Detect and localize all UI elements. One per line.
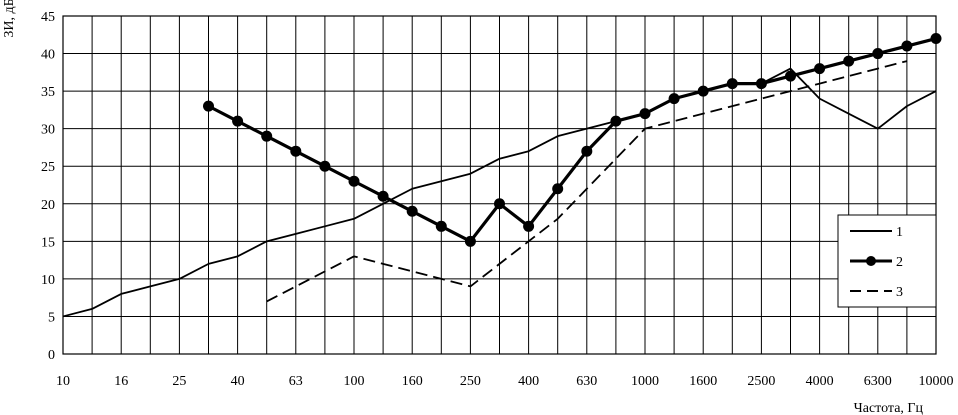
y-tick-label: 30 — [41, 123, 55, 138]
series-point-2 — [697, 85, 709, 97]
y-tick-label: 0 — [48, 348, 55, 363]
series-point-2 — [232, 115, 244, 127]
plot-frame — [62, 15, 937, 355]
series-point-2 — [726, 78, 738, 90]
series-line-2 — [207, 36, 937, 243]
x-tick-label: 4000 — [806, 374, 834, 389]
series-point-2 — [406, 205, 418, 217]
series-point-2 — [814, 63, 826, 75]
x-tick-label: 6300 — [864, 374, 892, 389]
x-tick-label: 63 — [289, 374, 303, 389]
series-point-2 — [203, 100, 214, 112]
y-tick-label: 45 — [41, 10, 55, 25]
grid — [62, 15, 937, 355]
series-point-2 — [610, 115, 622, 127]
series-point-2 — [377, 190, 389, 202]
legend: 1 2 3 — [837, 214, 937, 308]
series-point-2 — [843, 55, 855, 67]
series-point-2 — [581, 145, 593, 157]
series-point-2 — [261, 130, 273, 142]
y-tick-label: 25 — [41, 160, 55, 175]
y-tick-label: 40 — [41, 48, 55, 63]
series-point-2 — [930, 33, 942, 45]
y-axis-label: ЗИ, дБ — [2, 0, 17, 38]
series-point-2 — [668, 93, 680, 105]
series-point-2 — [290, 145, 302, 157]
legend-label-1: 1 — [896, 225, 903, 240]
y-tick-label: 10 — [41, 273, 55, 288]
y-tick-label: 15 — [41, 235, 55, 250]
x-tick-label: 160 — [402, 374, 423, 389]
series-point-2 — [523, 220, 535, 232]
x-axis-label: Частота, Гц — [854, 401, 924, 415]
series-line-3 — [266, 60, 908, 303]
legend-label-3: 3 — [896, 285, 903, 300]
series-point-2 — [901, 40, 913, 52]
series-point-2 — [435, 220, 447, 232]
y-tick-label: 5 — [48, 310, 55, 325]
x-tick-label: 10000 — [919, 374, 954, 389]
y-axis-ticks: 0 5 10 15 20 25 30 35 40 45 — [41, 10, 55, 363]
series-point-2 — [464, 235, 476, 247]
x-tick-label: 1600 — [689, 374, 717, 389]
legend-label-2: 2 — [896, 255, 903, 270]
series-point-2 — [872, 48, 884, 60]
x-tick-label: 400 — [518, 374, 539, 389]
series-point-2 — [494, 198, 505, 210]
series-point-2 — [319, 160, 331, 172]
series-point-2 — [639, 108, 651, 120]
y-tick-label: 20 — [41, 198, 55, 213]
x-axis-ticks: 10 16 25 40 63 100 160 250 400 630 1000 1600 2500 400… — [56, 374, 954, 389]
series-point-2 — [552, 183, 564, 195]
x-tick-label: 630 — [576, 374, 597, 389]
x-tick-label: 2500 — [747, 374, 775, 389]
x-tick-label: 40 — [231, 374, 245, 389]
series-point-2 — [348, 175, 360, 187]
x-tick-label: 25 — [172, 374, 186, 389]
x-tick-label: 10 — [56, 374, 70, 389]
x-tick-label: 1000 — [631, 374, 659, 389]
series-layer — [62, 33, 942, 318]
y-tick-label: 35 — [41, 85, 55, 100]
series-line-1 — [62, 67, 937, 318]
x-tick-label: 16 — [114, 374, 128, 389]
x-tick-label: 100 — [344, 374, 365, 389]
legend-marker-2 — [866, 256, 876, 266]
series-point-2 — [755, 78, 767, 90]
x-tick-label: 250 — [460, 374, 481, 389]
series-point-2 — [785, 70, 796, 82]
